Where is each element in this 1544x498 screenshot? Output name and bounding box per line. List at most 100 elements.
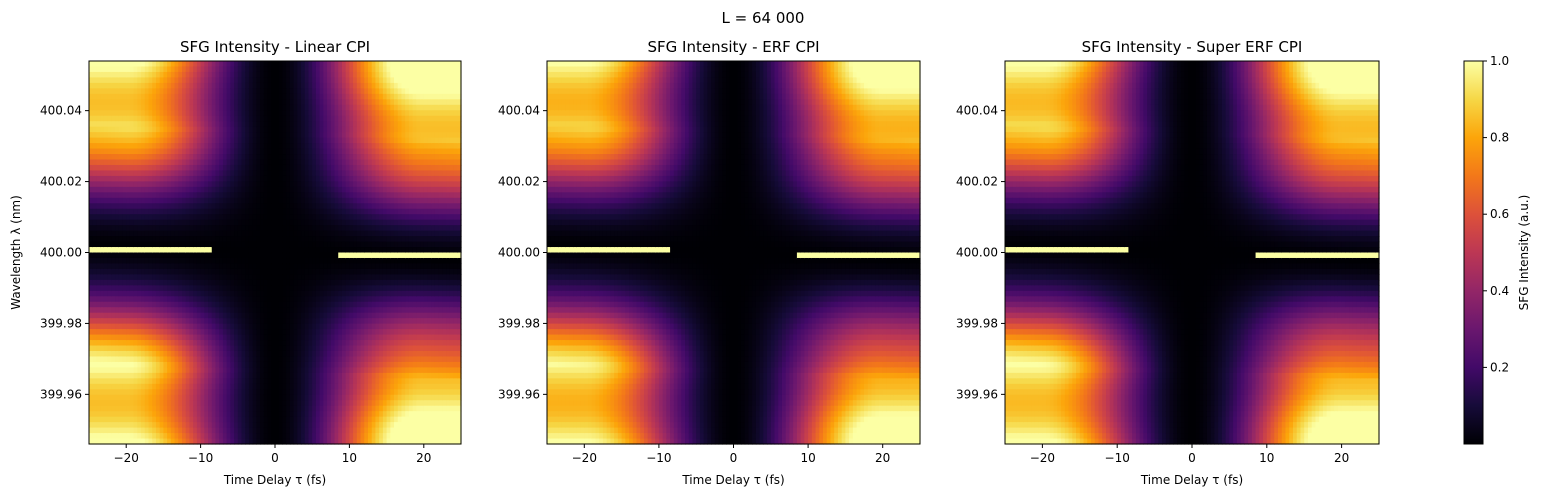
heatmap-cell: [208, 274, 213, 281]
heatmap-cell: [289, 329, 295, 336]
heatmap-cell: [178, 247, 183, 254]
heatmap-cell: [208, 350, 213, 358]
heatmap-cell: [289, 367, 295, 374]
heatmap-cell: [308, 290, 313, 297]
heatmap-cell: [182, 110, 187, 117]
heatmap-cell: [338, 192, 343, 199]
heatmap-cell: [330, 318, 336, 325]
heatmap-cell: [196, 307, 202, 314]
heatmap-cell: [103, 77, 109, 84]
heatmap-cell: [129, 126, 135, 133]
heatmap-cell: [308, 301, 313, 308]
heatmap-cell: [248, 318, 254, 325]
heatmap-cell: [245, 115, 250, 122]
heatmap-cell: [141, 329, 146, 336]
heatmap-cell: [155, 367, 161, 374]
heatmap-cell: [252, 367, 257, 374]
heatmap-cell: [170, 143, 176, 150]
heatmap-cell: [289, 219, 295, 226]
heatmap-cell: [159, 66, 164, 73]
heatmap-cell: [137, 378, 142, 385]
heatmap-cell: [92, 219, 98, 226]
heatmap-cell: [241, 132, 246, 139]
heatmap-cell: [141, 350, 146, 358]
heatmap-cell: [103, 422, 109, 429]
heatmap-cell: [122, 356, 127, 363]
heatmap-cell: [141, 241, 146, 248]
heatmap-cell: [286, 115, 291, 122]
heatmap-cell: [144, 433, 150, 440]
heatmap-cell: [92, 389, 98, 396]
heatmap-cell: [286, 159, 291, 166]
heatmap-cell: [96, 115, 101, 122]
heatmap-cell: [96, 77, 101, 84]
heatmap-cell: [267, 438, 272, 445]
heatmap-cell: [338, 132, 343, 139]
heatmap-cell: [293, 61, 298, 68]
heatmap-cell: [312, 115, 317, 122]
heatmap-cell: [178, 361, 183, 368]
heatmap-cell: [137, 186, 142, 193]
heatmap-cell: [122, 411, 127, 418]
heatmap-cell: [152, 257, 157, 265]
heatmap-cell: [327, 334, 332, 341]
heatmap-cell: [189, 296, 194, 303]
heatmap-cell: [170, 329, 176, 336]
heatmap-cell: [241, 154, 246, 161]
heatmap-cell: [319, 307, 324, 314]
heatmap-cell: [122, 334, 127, 341]
heatmap-cell: [211, 422, 217, 429]
heatmap-cell: [248, 197, 254, 204]
heatmap-cell: [230, 274, 235, 281]
heatmap-cell: [263, 405, 269, 412]
heatmap-cell: [129, 356, 135, 363]
heatmap-cell: [252, 219, 257, 226]
heatmap-cell: [267, 400, 272, 407]
heatmap-cell: [234, 115, 239, 122]
heatmap-cell: [200, 164, 205, 172]
heatmap-cell: [107, 383, 112, 390]
heatmap-cell: [334, 394, 339, 401]
heatmap-cell: [137, 214, 142, 221]
heatmap-cell: [152, 367, 157, 374]
heatmap-cell: [260, 148, 265, 155]
heatmap-cell: [241, 323, 246, 330]
heatmap-cell: [260, 411, 265, 418]
heatmap-cell: [237, 137, 243, 144]
heatmap-cell: [178, 416, 183, 423]
heatmap-cell: [234, 285, 239, 292]
heatmap-cell: [118, 405, 124, 412]
heatmap-cell: [338, 88, 343, 95]
heatmap-cell: [278, 110, 284, 117]
heatmap-cell: [349, 422, 354, 429]
heatmap-cell: [204, 121, 209, 128]
heatmap-cell: [230, 170, 235, 177]
heatmap-cell: [92, 400, 98, 407]
heatmap-cell: [289, 274, 295, 281]
heatmap-cell: [282, 372, 287, 379]
heatmap-cell: [200, 88, 205, 95]
heatmap-cell: [163, 99, 168, 106]
heatmap-cell: [118, 192, 124, 199]
heatmap-cell: [338, 438, 343, 445]
heatmap-cell: [353, 77, 358, 84]
heatmap-cell: [230, 121, 235, 128]
heatmap-cell: [312, 340, 317, 347]
heatmap-cell: [208, 110, 213, 117]
heatmap-cell: [118, 66, 124, 73]
heatmap-cell: [263, 350, 269, 358]
heatmap-cell: [118, 285, 124, 292]
heatmap-cell: [282, 318, 287, 325]
heatmap-cell: [267, 82, 272, 89]
heatmap-cell: [133, 405, 138, 412]
heatmap-cell: [349, 99, 354, 106]
heatmap-cell: [141, 383, 146, 390]
heatmap-cell: [237, 350, 243, 358]
heatmap-cell: [193, 214, 198, 221]
heatmap-cell: [111, 93, 116, 100]
heatmap-cell: [308, 143, 313, 150]
heatmap-cell: [155, 257, 161, 265]
heatmap-cell: [315, 367, 321, 374]
heatmap-cell: [137, 296, 142, 303]
heatmap-cell: [144, 301, 150, 308]
